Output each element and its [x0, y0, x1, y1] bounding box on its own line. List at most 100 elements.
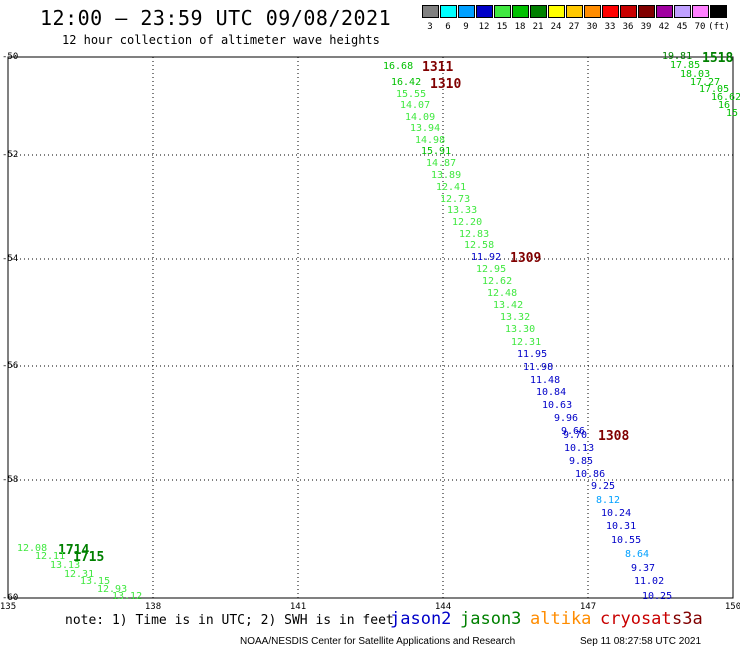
- legend-label: 12: [478, 22, 490, 32]
- wave-height-value: 12.93: [97, 584, 128, 595]
- latitude-tick: -56: [2, 361, 19, 371]
- wave-height-value: 15: [726, 108, 739, 119]
- wave-height-value: 11.95: [517, 349, 548, 360]
- legend-swatch: [512, 5, 529, 18]
- legend-swatch: [494, 5, 511, 18]
- wave-height-value: 10.86: [575, 469, 606, 480]
- wave-height-value: 9.37: [631, 563, 656, 574]
- wave-height-value: 13.32: [500, 312, 531, 323]
- wave-height-value: 12.62: [482, 276, 513, 287]
- wave-height-value: 13.13: [50, 560, 81, 571]
- legend-label: 36: [622, 22, 634, 32]
- legend-label: 9: [463, 22, 469, 32]
- wave-height-value: 8.64: [625, 549, 650, 560]
- legend-label: 21: [532, 22, 544, 32]
- wave-height-value: 9.25: [591, 481, 616, 492]
- wave-height-value: 12.83: [459, 229, 490, 240]
- legend-swatch: [602, 5, 619, 18]
- legend-swatch: [458, 5, 475, 18]
- wave-height-value: 11.48: [530, 375, 561, 386]
- latitude-tick: -50: [2, 52, 19, 62]
- page-title: 12:00 — 23:59 UTC 09/08/2021: [40, 6, 392, 30]
- wave-height-value: 14.09: [405, 112, 436, 123]
- longitude-tick: 135: [0, 602, 17, 612]
- wave-height-value: 10.25: [642, 591, 673, 602]
- wave-height-value: 12.58: [464, 240, 495, 251]
- legend-swatch: [584, 5, 601, 18]
- wave-height-value: 16.42: [391, 77, 422, 88]
- legend-swatch: [440, 5, 457, 18]
- legend-label: 42: [658, 22, 670, 32]
- wave-height-value: 12.48: [487, 288, 518, 299]
- wave-height-value: 16.62: [711, 92, 740, 103]
- legend-label: 24: [550, 22, 562, 32]
- wave-height-value: 9.66: [561, 426, 586, 437]
- credit-line: NOAA/NESDIS Center for Satellite Applica…: [240, 636, 516, 647]
- wave-height-value: 14.87: [426, 158, 457, 169]
- wave-height-value: 12.73: [440, 194, 471, 205]
- legend-label: 15: [496, 22, 508, 32]
- wave-height-value: 18.03: [680, 69, 711, 80]
- wave-height-value: 13.12: [112, 591, 143, 602]
- wave-height-value: 15.91: [421, 146, 452, 157]
- wave-height-value: 9.96: [554, 413, 579, 424]
- wave-height-value: 16.68: [383, 61, 414, 72]
- longitude-tick: 147: [579, 602, 597, 612]
- latitude-tick: -58: [2, 475, 19, 485]
- wave-height-value: 10.63: [542, 400, 573, 411]
- legend-swatch: [674, 5, 691, 18]
- page-subtitle: 12 hour collection of altimeter wave hei…: [62, 33, 380, 47]
- wave-height-value: 12.41: [436, 182, 467, 193]
- wave-height-value: 10.13: [564, 443, 595, 454]
- legend-label: 18: [514, 22, 526, 32]
- pass-number: 1518: [702, 51, 734, 66]
- wave-height-value: 12.95: [476, 264, 507, 275]
- wave-height-value: 12.11: [35, 551, 66, 562]
- legend-label: 27: [568, 22, 580, 32]
- wave-height-value: 16: [718, 100, 731, 111]
- legend-label: 6: [445, 22, 451, 32]
- longitude-tick: 138: [144, 602, 162, 612]
- wave-height-value: 12.31: [511, 337, 542, 348]
- pass-number: 1309: [510, 251, 542, 266]
- legend-label: 33: [604, 22, 616, 32]
- legend-swatch: [656, 5, 673, 18]
- wave-height-value: 13.42: [493, 300, 524, 311]
- pass-number: 1308: [598, 429, 630, 444]
- latitude-tick: -54: [2, 254, 19, 264]
- satellite-name: s3a: [672, 609, 703, 629]
- satellite-name: cryosat: [600, 609, 672, 629]
- wave-height-value: 13.89: [431, 170, 462, 181]
- longitude-tick: 150: [724, 602, 740, 612]
- latitude-tick: -60: [2, 593, 19, 603]
- wave-height-value: 17.27: [690, 77, 721, 88]
- wave-height-value: 14.98: [415, 135, 446, 146]
- wave-height-value: 9.70: [563, 430, 588, 441]
- wave-height-value: 13.94: [410, 123, 441, 134]
- map-frame: [7, 56, 734, 599]
- wave-height-value: 11.92: [471, 252, 502, 263]
- legend-swatch: [566, 5, 583, 18]
- wave-height-value: 11.98: [523, 362, 554, 373]
- wave-height-value: 11.02: [634, 576, 665, 587]
- wave-height-value: 17.05: [699, 84, 730, 95]
- wave-height-value: 13.30: [505, 324, 536, 335]
- wave-height-value: 10.84: [536, 387, 567, 398]
- wave-height-value: 12.08: [17, 543, 48, 554]
- legend-swatch: [620, 5, 637, 18]
- legend-swatch: [476, 5, 493, 18]
- wave-height-value: 12.20: [452, 217, 483, 228]
- wave-height-value: 13.33: [447, 205, 478, 216]
- legend-label: 30: [586, 22, 598, 32]
- legend-label: 39: [640, 22, 652, 32]
- wave-height-value: 10.31: [606, 521, 637, 532]
- wave-height-value: 8.12: [596, 495, 621, 506]
- legend-label: 70: [694, 22, 706, 32]
- legend-label: 45: [676, 22, 688, 32]
- wave-height-value: 12.31: [64, 569, 95, 580]
- legend-swatch: [692, 5, 709, 18]
- wave-height-value: 10.24: [601, 508, 632, 519]
- legend-swatch: [422, 5, 439, 18]
